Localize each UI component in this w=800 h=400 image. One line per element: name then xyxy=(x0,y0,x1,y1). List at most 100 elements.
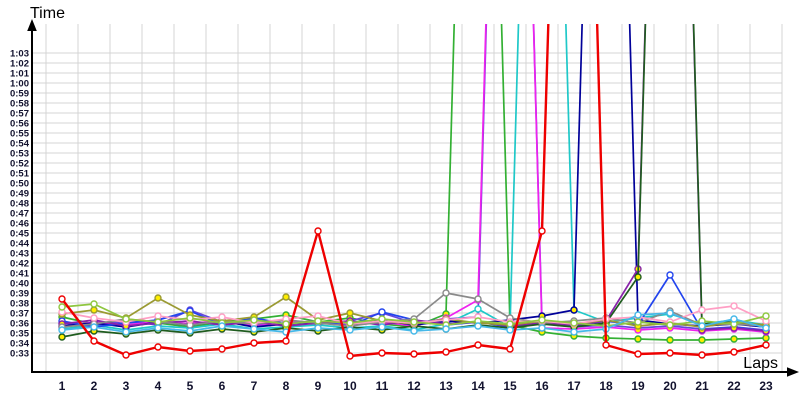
y-tick-label: 0:54 xyxy=(10,138,30,149)
x-axis-title: Laps xyxy=(743,355,778,372)
data-point-red xyxy=(474,341,482,349)
data-point-sky-blue xyxy=(250,325,258,333)
x-tick-label: 3 xyxy=(123,379,130,393)
x-tick-label: 23 xyxy=(759,379,773,393)
data-point-light-green xyxy=(538,316,546,324)
data-point-dark-green xyxy=(634,273,642,281)
x-tick-label: 8 xyxy=(283,379,290,393)
data-point-pink xyxy=(730,302,738,310)
y-tick-label: 0:45 xyxy=(10,228,30,239)
data-point-light-green xyxy=(570,319,578,327)
data-point-olive xyxy=(346,309,354,317)
y-tick-label: 0:43 xyxy=(10,248,29,259)
series-magenta xyxy=(58,24,770,336)
data-point-red xyxy=(90,337,98,345)
data-point-light-green xyxy=(634,318,642,326)
y-tick-label: 0:38 xyxy=(10,298,29,309)
series-red xyxy=(58,24,770,360)
data-point-red xyxy=(122,351,130,359)
data-point-sky-blue xyxy=(410,327,418,335)
data-point-sky-blue xyxy=(570,328,578,336)
data-point-light-green xyxy=(282,320,290,328)
y-tick-label: 0:58 xyxy=(10,98,29,109)
y-tick-label: 1:01 xyxy=(10,68,30,79)
data-point-sky-blue xyxy=(154,324,162,332)
data-point-light-green xyxy=(122,315,130,323)
data-point-red xyxy=(378,349,386,357)
data-point-red xyxy=(634,350,642,358)
data-point-blue xyxy=(666,271,674,279)
y-tick-label: 0:49 xyxy=(10,188,29,199)
x-tick-label: 2 xyxy=(91,379,98,393)
axes xyxy=(27,19,799,377)
data-point-red xyxy=(602,341,610,349)
data-point-gray xyxy=(474,295,482,303)
y-tick-label: 0:50 xyxy=(10,178,29,189)
series-sky-blue xyxy=(58,309,770,336)
x-tick-label: 10 xyxy=(343,379,357,393)
data-point-sky-blue xyxy=(666,309,674,317)
series-purple xyxy=(58,24,770,335)
data-point-sky-blue xyxy=(90,323,98,331)
series-green xyxy=(58,24,770,344)
data-point-red xyxy=(154,343,162,351)
data-point-red xyxy=(58,295,66,303)
x-tick-label: 15 xyxy=(503,379,517,393)
y-tick-label: 0:44 xyxy=(10,238,30,249)
series-dark-green xyxy=(58,24,770,341)
y-tick-label: 0:34 xyxy=(10,338,30,349)
data-point-blue xyxy=(378,308,386,316)
data-point-sky-blue xyxy=(378,323,386,331)
y-tick-label: 0:47 xyxy=(10,208,29,219)
data-point-light-green xyxy=(250,316,258,324)
x-tick-label: 17 xyxy=(567,379,581,393)
y-tick-label: 0:59 xyxy=(10,88,29,99)
data-point-sky-blue xyxy=(346,326,354,334)
x-tick-label: 11 xyxy=(376,379,389,393)
data-point-light-green xyxy=(762,312,770,320)
x-tick-label: 13 xyxy=(439,379,453,393)
data-point-pink xyxy=(154,312,162,320)
series-navy xyxy=(58,24,770,331)
y-tick-label: 0:52 xyxy=(10,158,29,169)
data-point-sky-blue xyxy=(314,324,322,332)
data-point-sky-blue xyxy=(730,315,738,323)
data-point-olive xyxy=(90,306,98,314)
x-tick-label: 14 xyxy=(471,379,485,393)
data-point-pink xyxy=(90,314,98,322)
y-tick-label: 0:51 xyxy=(10,168,30,179)
series-line-blue-violet xyxy=(61,24,767,331)
data-point-green xyxy=(698,336,706,344)
data-point-gray xyxy=(442,289,450,297)
series-light-green xyxy=(58,300,770,330)
x-tick-label: 4 xyxy=(155,379,162,393)
series-lines xyxy=(58,24,770,360)
x-tick-label: 22 xyxy=(727,379,741,393)
y-tick-label: 0:46 xyxy=(10,218,29,229)
series-line-dark-green xyxy=(61,24,767,338)
data-point-red xyxy=(250,339,258,347)
data-point-red xyxy=(186,347,194,355)
y-tick-label: 0:55 xyxy=(10,128,30,139)
y-tick-label: 0:36 xyxy=(10,318,29,329)
data-point-red xyxy=(346,352,354,360)
y-tick-label: 0:40 xyxy=(10,278,29,289)
x-axis-arrow-icon xyxy=(787,367,799,377)
x-tick-label: 9 xyxy=(315,379,322,393)
x-tick-label: 6 xyxy=(219,379,226,393)
data-point-light-green xyxy=(58,303,66,311)
data-point-sky-blue xyxy=(442,325,450,333)
data-point-light-green xyxy=(314,317,322,325)
x-tick-label: 5 xyxy=(187,379,194,393)
x-tick-label: 18 xyxy=(599,379,613,393)
y-tick-label: 1:03 xyxy=(10,48,29,59)
y-tick-label: 0:56 xyxy=(10,118,29,129)
data-point-navy xyxy=(570,306,578,314)
x-tick-label: 21 xyxy=(695,379,709,393)
data-point-olive xyxy=(154,294,162,302)
data-point-light-green xyxy=(506,320,514,328)
data-point-light-green xyxy=(666,321,674,329)
data-point-red xyxy=(282,337,290,345)
